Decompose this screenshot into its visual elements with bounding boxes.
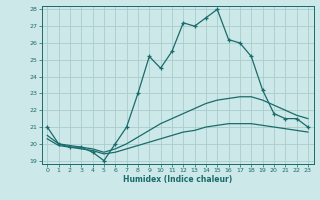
X-axis label: Humidex (Indice chaleur): Humidex (Indice chaleur) [123, 175, 232, 184]
